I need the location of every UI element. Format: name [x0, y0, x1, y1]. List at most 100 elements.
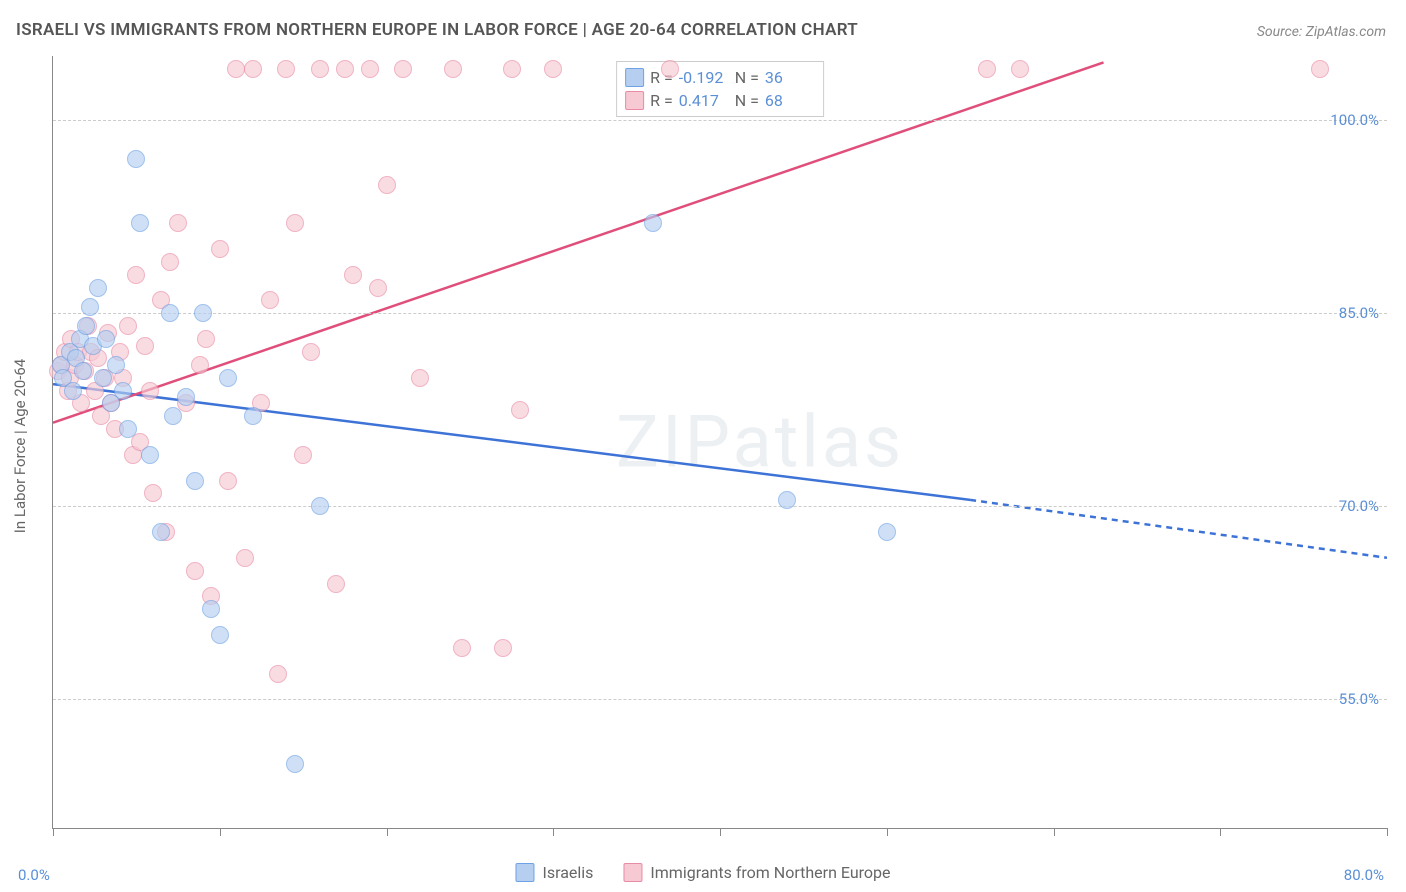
scatter-point-red [197, 330, 215, 348]
scatter-point-red [444, 60, 462, 78]
scatter-point-blue [164, 407, 182, 425]
scatter-point-red [336, 60, 354, 78]
legend-r-value: 0.417 [679, 91, 729, 110]
scatter-point-red [191, 356, 209, 374]
y-gridline [53, 699, 1387, 700]
legend-n-value: 68 [765, 91, 815, 110]
correlation-legend-row: R = 0.417 N = 68 [625, 89, 815, 112]
x-tick [387, 828, 388, 836]
source-attribution: Source: ZipAtlas.com [1257, 24, 1386, 40]
scatter-point-red [327, 575, 345, 593]
scatter-point-red [136, 337, 154, 355]
scatter-point-red [119, 317, 137, 335]
scatter-point-blue [211, 626, 229, 644]
scatter-point-blue [152, 523, 170, 541]
scatter-point-red [394, 60, 412, 78]
trend-lines-svg [53, 56, 1387, 828]
scatter-point-blue [161, 304, 179, 322]
scatter-point-red [511, 401, 529, 419]
scatter-point-blue [119, 420, 137, 438]
series-legend-label: Immigrants from Northern Europe [650, 863, 890, 882]
scatter-point-red [453, 639, 471, 657]
x-tick [1054, 828, 1055, 836]
scatter-point-red [141, 382, 159, 400]
y-gridline [53, 506, 1387, 507]
scatter-point-blue [141, 446, 159, 464]
scatter-point-red [378, 176, 396, 194]
scatter-point-red [503, 60, 521, 78]
scatter-point-red [369, 279, 387, 297]
scatter-point-blue [127, 150, 145, 168]
y-tick-label: 85.0% [1339, 304, 1379, 322]
legend-r-value: -0.192 [679, 68, 729, 87]
scatter-point-blue [114, 382, 132, 400]
scatter-point-blue [81, 298, 99, 316]
scatter-point-red [236, 549, 254, 567]
scatter-point-blue [202, 600, 220, 618]
legend-swatch [625, 91, 644, 110]
y-gridline [53, 120, 1387, 121]
watermark: ZIPatlas [616, 400, 904, 485]
scatter-point-red [244, 60, 262, 78]
scatter-point-blue [244, 407, 262, 425]
x-axis-max-label: 80.0% [1344, 866, 1384, 884]
series-legend: Israelis Immigrants from Northern Europe [515, 863, 890, 882]
scatter-point-blue [97, 330, 115, 348]
scatter-point-red [1311, 60, 1329, 78]
y-gridline [53, 313, 1387, 314]
series-legend-item: Israelis [515, 863, 593, 882]
y-tick-label: 55.0% [1339, 690, 1379, 708]
legend-n-label: N = [735, 68, 759, 87]
x-tick [553, 828, 554, 836]
legend-r-label: R = [650, 91, 673, 110]
scatter-point-red [978, 60, 996, 78]
legend-swatch [625, 68, 644, 87]
scatter-point-red [161, 253, 179, 271]
scatter-point-blue [186, 472, 204, 490]
correlation-legend-row: R =-0.192N =36 [625, 66, 815, 89]
legend-swatch [515, 863, 534, 882]
chart-container: ISRAELI VS IMMIGRANTS FROM NORTHERN EURO… [0, 0, 1406, 892]
scatter-point-red [211, 240, 229, 258]
scatter-point-red [269, 665, 287, 683]
scatter-point-blue [286, 755, 304, 773]
legend-swatch [623, 863, 642, 882]
scatter-point-red [169, 214, 187, 232]
scatter-point-red [494, 639, 512, 657]
x-tick [887, 828, 888, 836]
y-tick-label: 100.0% [1330, 111, 1379, 129]
y-axis-label: In Labor Force | Age 20-64 [11, 359, 29, 533]
scatter-point-blue [89, 279, 107, 297]
plot-area: ZIPatlas R = -0.192 N = 36 R = 0.417 N = 68 55.… [52, 56, 1387, 829]
legend-n-value: 36 [765, 68, 815, 87]
scatter-point-red [361, 60, 379, 78]
x-tick [720, 828, 721, 836]
scatter-point-blue [219, 369, 237, 387]
scatter-point-blue [77, 317, 95, 335]
scatter-point-red [302, 343, 320, 361]
scatter-point-blue [778, 491, 796, 509]
scatter-point-red [261, 291, 279, 309]
scatter-point-blue [878, 523, 896, 541]
y-tick-label: 70.0% [1339, 497, 1379, 515]
scatter-point-blue [74, 362, 92, 380]
scatter-point-blue [64, 382, 82, 400]
scatter-point-red [544, 60, 562, 78]
scatter-point-blue [644, 214, 662, 232]
scatter-point-blue [107, 356, 125, 374]
scatter-point-red [227, 60, 245, 78]
x-tick [1220, 828, 1221, 836]
scatter-point-red [219, 472, 237, 490]
legend-n-label: N = [735, 91, 759, 110]
scatter-point-red [286, 214, 304, 232]
x-tick [1387, 828, 1388, 836]
scatter-point-blue [194, 304, 212, 322]
x-tick [53, 828, 54, 836]
scatter-point-red [294, 446, 312, 464]
scatter-point-red [127, 266, 145, 284]
scatter-point-red [311, 60, 329, 78]
series-legend-item: Immigrants from Northern Europe [623, 863, 890, 882]
scatter-point-red [661, 60, 679, 78]
x-tick [220, 828, 221, 836]
scatter-point-blue [177, 388, 195, 406]
